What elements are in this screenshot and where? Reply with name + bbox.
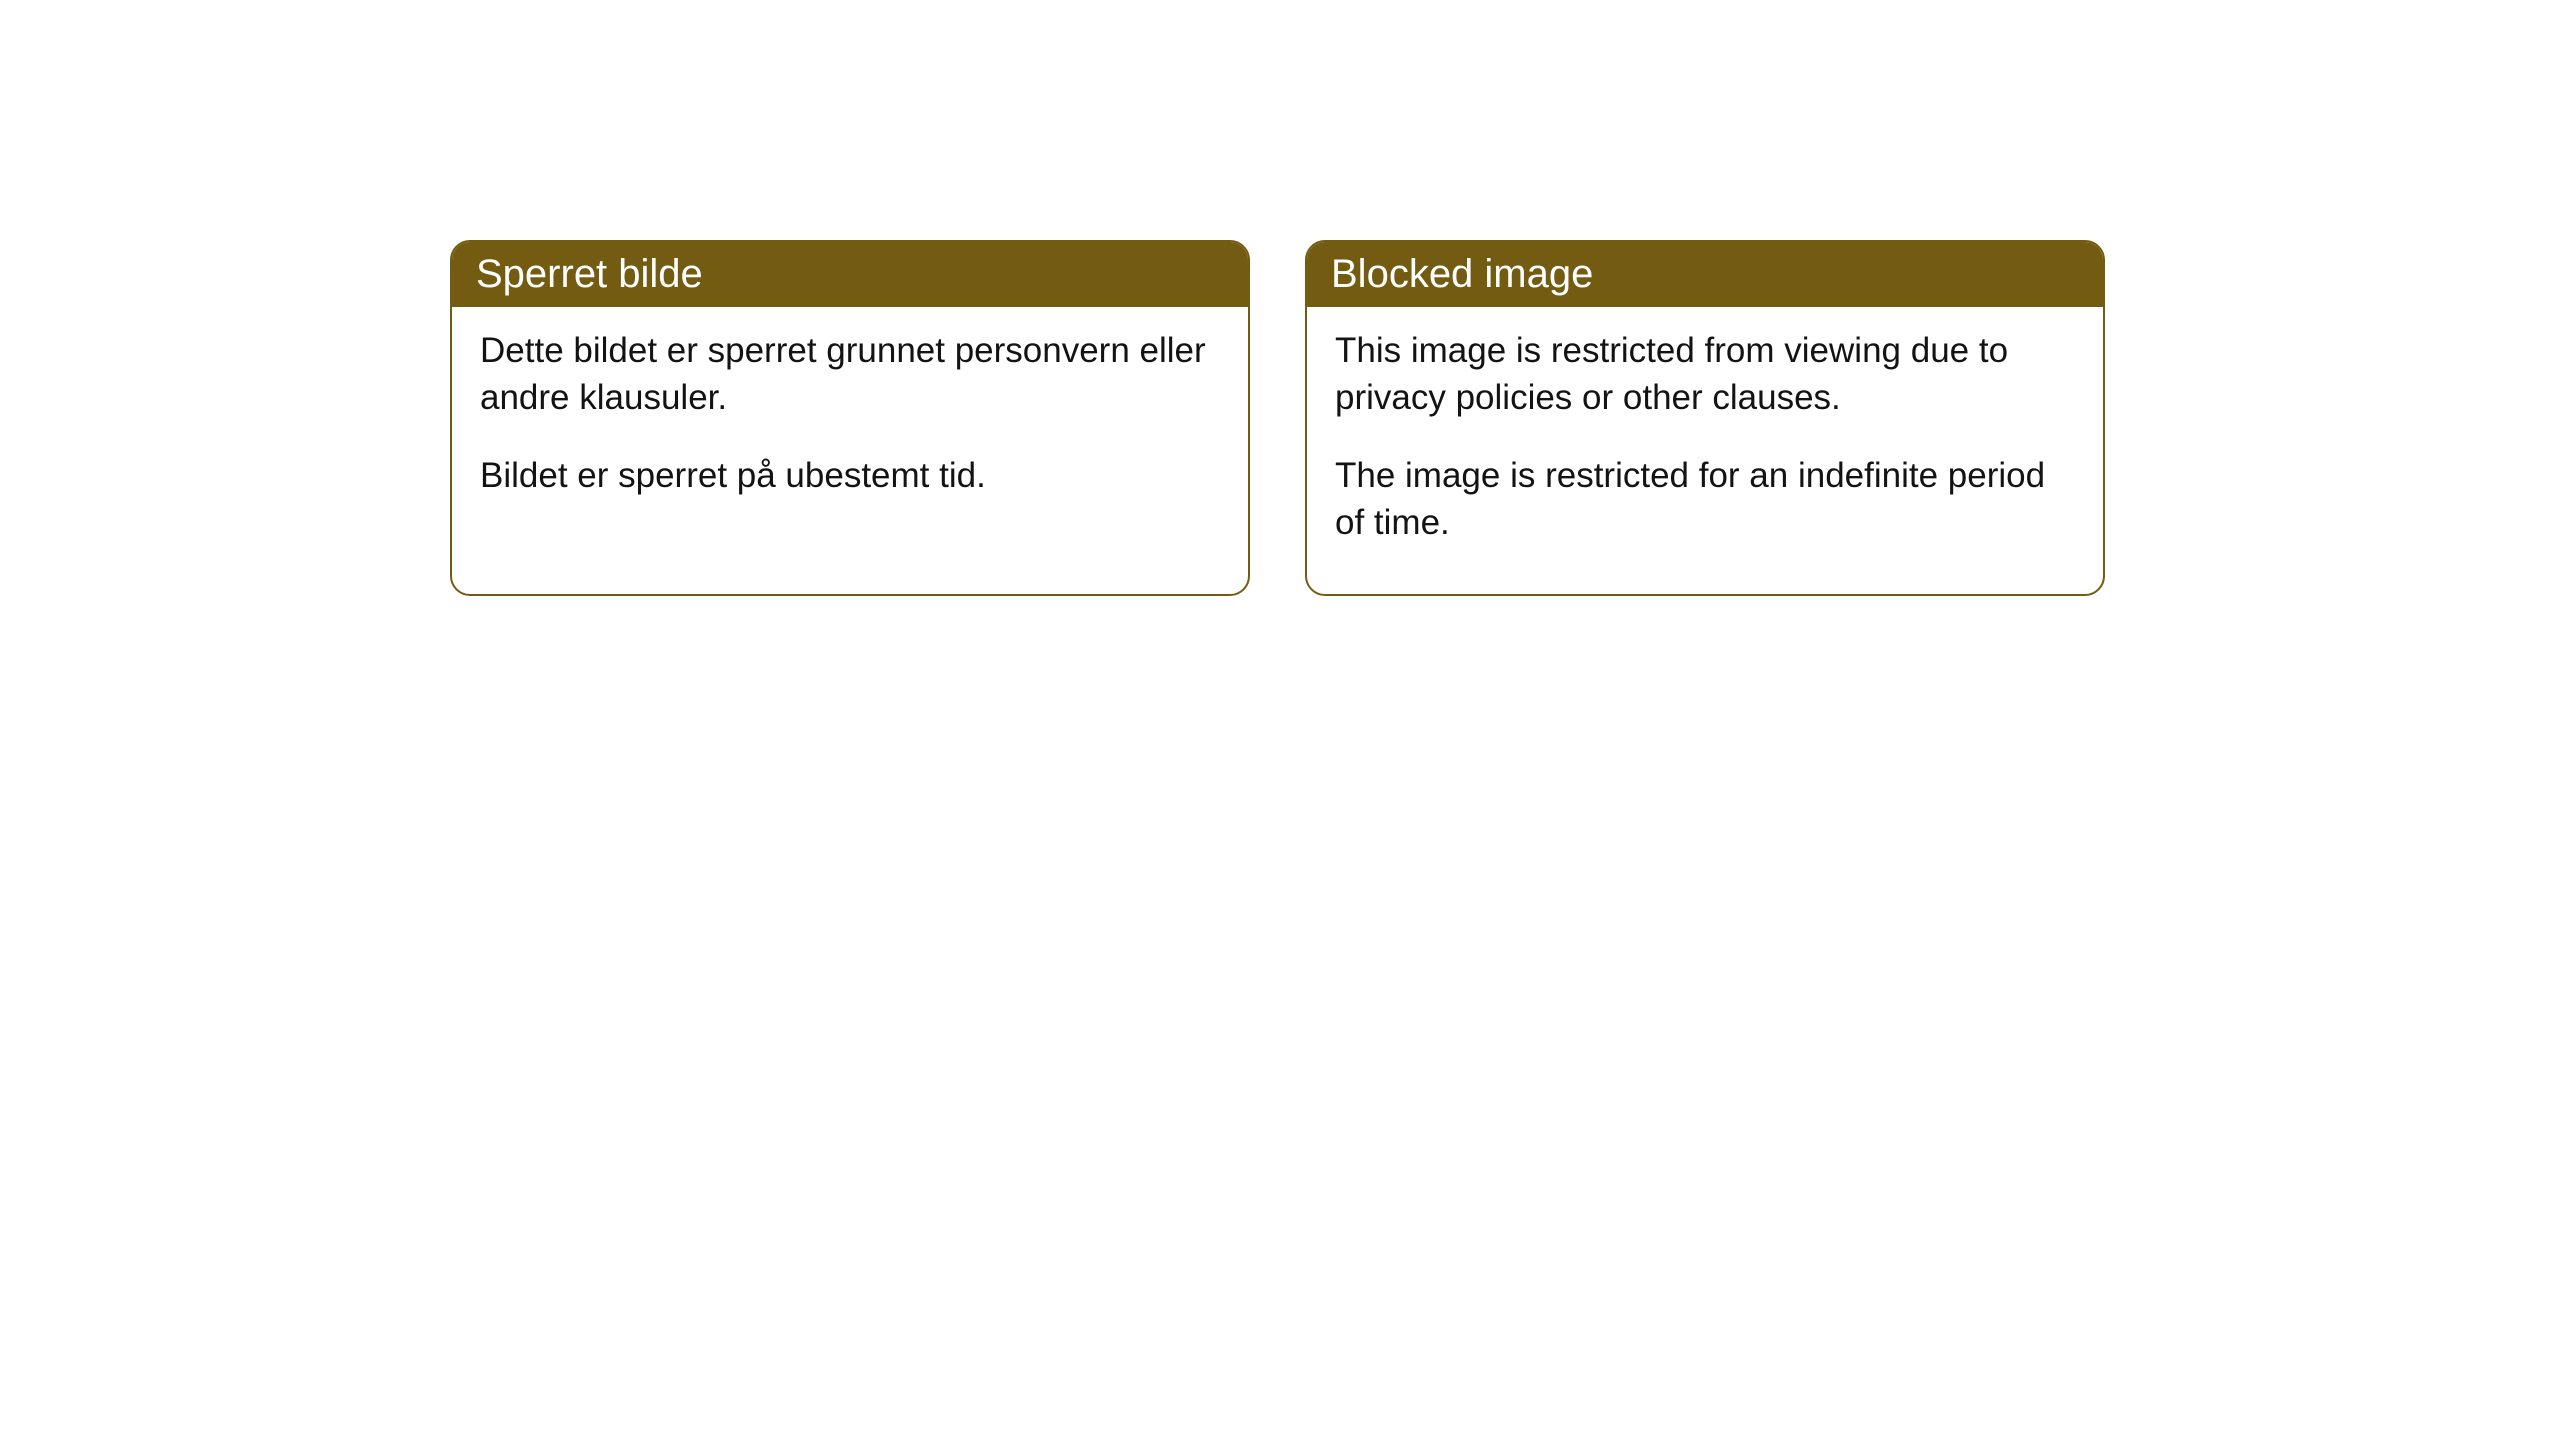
card-body-english: This image is restricted from viewing du… xyxy=(1307,307,2103,594)
card-header-norwegian: Sperret bilde xyxy=(452,242,1248,307)
notice-container: Sperret bilde Dette bildet er sperret gr… xyxy=(450,240,2105,596)
notice-text: Dette bildet er sperret grunnet personve… xyxy=(480,327,1220,422)
notice-card-norwegian: Sperret bilde Dette bildet er sperret gr… xyxy=(450,240,1250,596)
notice-card-english: Blocked image This image is restricted f… xyxy=(1305,240,2105,596)
card-title: Sperret bilde xyxy=(476,252,703,296)
notice-text: The image is restricted for an indefinit… xyxy=(1335,452,2075,547)
notice-text: This image is restricted from viewing du… xyxy=(1335,327,2075,422)
notice-text: Bildet er sperret på ubestemt tid. xyxy=(480,452,1220,499)
card-header-english: Blocked image xyxy=(1307,242,2103,307)
card-title: Blocked image xyxy=(1331,252,1593,296)
card-body-norwegian: Dette bildet er sperret grunnet personve… xyxy=(452,307,1248,547)
